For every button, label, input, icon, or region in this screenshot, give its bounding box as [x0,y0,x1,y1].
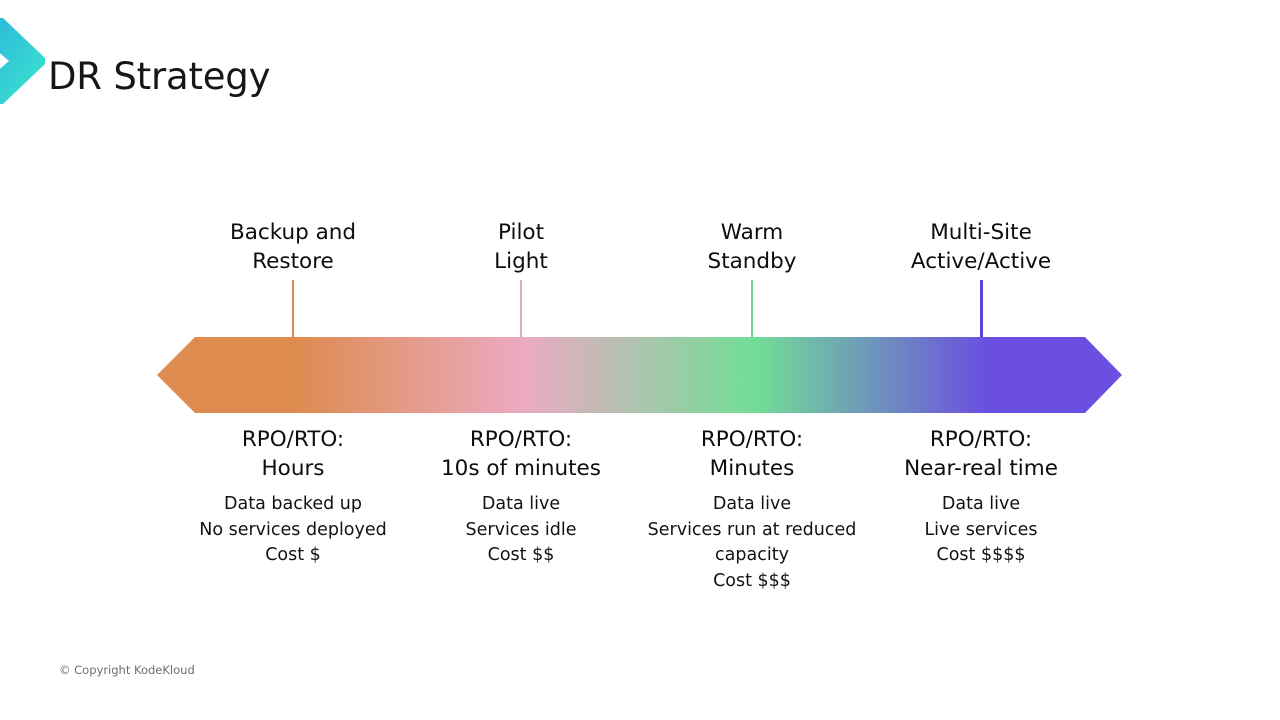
slide-header: DR Strategy [0,0,1280,130]
stage-connector-line [520,280,522,337]
stage-label-multi-site-active-active: Multi-Site Active/Active [831,218,1131,337]
stage-connector-line [292,280,294,337]
page-title: DR Strategy [48,55,271,98]
stage-detail-text: Data backed up No services deployed Cost… [199,494,387,565]
stage-details-backup-and-restore: RPO/RTO: Hours Data backed up No service… [133,425,453,569]
stage-objective: RPO/RTO: 10s of minutes [441,427,601,481]
stage-detail-text: Data live Live services Cost $$$$ [924,494,1038,565]
stage-name: Multi-Site Active/Active [910,220,1052,274]
stage-name: Pilot Light [494,220,548,274]
chevron-right-icon [0,18,45,104]
stage-detail-text: Data live Services run at reduced capaci… [647,494,857,591]
stage-detail-text: Data live Services idle Cost $$ [465,494,577,565]
stage-objective: RPO/RTO: Minutes [700,427,804,481]
dr-strategy-spectrum-arrow [155,334,1125,416]
stage-details-pilot-light: RPO/RTO: 10s of minutes Data live Servic… [361,425,681,569]
stage-connector-line [751,280,753,337]
stage-label-pilot-light: Pilot Light [371,218,671,337]
stage-label-warm-standby: Warm Standby [602,218,902,337]
stage-name: Backup and Restore [229,220,357,274]
stage-objective: RPO/RTO: Near-real time [904,427,1058,481]
stage-details-warm-standby: RPO/RTO: Minutes Data live Services run … [632,425,872,594]
stage-details-multi-site-active-active: RPO/RTO: Near-real time Data live Live s… [821,425,1141,569]
stage-name: Warm Standby [707,220,797,274]
copyright-note: © Copyright KodeKloud [59,663,195,677]
stage-objective: RPO/RTO: Hours [241,427,345,481]
stage-connector-line [979,280,983,337]
stage-label-backup-and-restore: Backup and Restore [143,218,443,337]
